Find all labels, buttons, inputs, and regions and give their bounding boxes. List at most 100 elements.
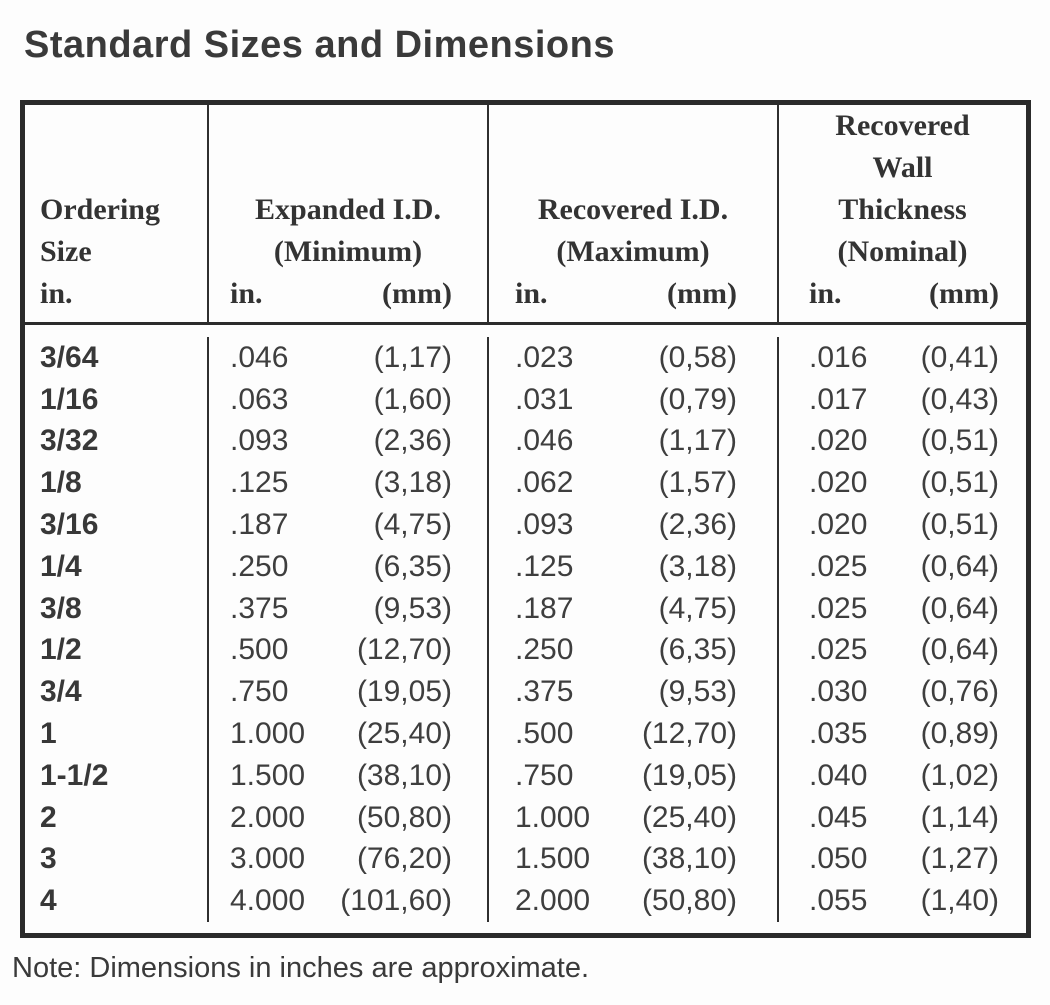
wall-in-value: .030 <box>809 675 868 709</box>
expanded-cell: 3.000 (76,20) <box>209 838 489 881</box>
table-row: 1/16 .063 (1,60) .031 (0,79) .017 (0,43) <box>25 378 1026 421</box>
header-units: in. (mm) <box>779 273 1026 315</box>
ordering-size-value: 1/2 <box>25 629 209 672</box>
table-row: 1-1/2 1.500 (38,10) .750 (19,05) .040 (1,02) <box>25 754 1026 797</box>
expanded-mm-value: (101,60) <box>340 884 452 918</box>
recovered-cell: .187 (4,75) <box>489 587 779 630</box>
header-line: Size <box>40 235 92 268</box>
expanded-mm-value: (12,70) <box>356 633 452 667</box>
header-line: Recovered I.D. <box>537 193 729 226</box>
table-header-row: Ordering Size in. Expanded I.D. (Minimum… <box>25 105 1026 325</box>
footnote: Note: Dimensions in inches are approxima… <box>12 952 590 984</box>
recovered-in-value: 1.500 <box>515 842 591 876</box>
wall-in-value: .040 <box>809 758 868 792</box>
sizes-dimensions-table: Ordering Size in. Expanded I.D. (Minimum… <box>20 100 1031 938</box>
wall-in-value: .016 <box>809 340 868 374</box>
expanded-cell: 1.000 (25,40) <box>209 713 489 755</box>
wall-mm-value: (1,40) <box>920 884 999 918</box>
wall-mm-value: (0,64) <box>920 549 999 583</box>
ordering-size-value: 1/4 <box>25 545 209 588</box>
header-recovered-wall: Recovered Wall Thickness (Nominal) in. (… <box>779 105 1026 323</box>
expanded-cell: .500 (12,70) <box>209 629 489 672</box>
ordering-size-value: 2 <box>25 796 209 839</box>
expanded-in-value: 1.000 <box>230 717 306 751</box>
header-line: Expanded I.D. <box>255 193 441 226</box>
header-line: (Minimum) <box>273 235 423 268</box>
recovered-cell: 1.500 (38,10) <box>489 838 779 881</box>
recovered-in-value: .093 <box>515 508 574 542</box>
table-row: 3/4 .750 (19,05) .375 (9,53) .030 (0,76) <box>25 671 1026 714</box>
expanded-in-value: .093 <box>230 424 289 458</box>
recovered-mm-value: (6,35) <box>658 633 737 667</box>
expanded-cell: .187 (4,75) <box>209 504 489 546</box>
ordering-size-value: 3 <box>25 838 209 881</box>
expanded-mm-value: (1,60) <box>373 382 452 416</box>
header-unit-in: in. <box>515 277 548 310</box>
expanded-cell: .093 (2,36) <box>209 420 489 463</box>
expanded-cell: .250 (6,35) <box>209 545 489 588</box>
recovered-mm-value: (0,58) <box>658 340 737 374</box>
expanded-in-value: .125 <box>230 466 289 500</box>
wall-in-value: .020 <box>809 508 868 542</box>
recovered-mm-value: (1,17) <box>658 424 737 458</box>
wall-cell: .025 (0,64) <box>779 588 1026 630</box>
ordering-size-value: 4 <box>25 880 209 923</box>
wall-in-value: .045 <box>809 800 868 834</box>
wall-mm-value: (0,51) <box>920 466 999 500</box>
expanded-in-value: 4.000 <box>230 884 306 918</box>
expanded-mm-value: (25,40) <box>356 717 452 751</box>
recovered-mm-value: (1,57) <box>658 466 737 500</box>
table-row: 3/64 .046 (1,17) .023 (0,58) .016 (0,41) <box>25 337 1026 379</box>
header-unit-mm: (mm) <box>929 277 999 310</box>
recovered-mm-value: (3,18) <box>658 549 737 583</box>
table-row: 3/8 .375 (9,53) .187 (4,75) .025 (0,64) <box>25 587 1026 630</box>
expanded-in-value: .046 <box>230 340 289 374</box>
table-row: 3/32 .093 (2,36) .046 (1,17) .020 (0,51) <box>25 420 1026 463</box>
ordering-size-value: 3/4 <box>25 671 209 714</box>
expanded-cell: 2.000 (50,80) <box>209 796 489 839</box>
wall-mm-value: (0,89) <box>920 717 999 751</box>
recovered-mm-value: (12,70) <box>641 717 737 751</box>
expanded-in-value: .063 <box>230 382 289 416</box>
expanded-in-value: .375 <box>230 591 289 625</box>
header-line: Thickness <box>838 193 967 226</box>
wall-mm-value: (0,51) <box>920 508 999 542</box>
wall-mm-value: (1,14) <box>920 800 999 834</box>
wall-mm-value: (1,02) <box>920 758 999 792</box>
wall-cell: .055 (1,40) <box>779 880 1026 922</box>
header-recovered-id: Recovered I.D. (Maximum) in. (mm) <box>489 105 779 323</box>
wall-in-value: .017 <box>809 382 868 416</box>
header-line: (Maximum) <box>556 235 710 268</box>
recovered-cell: .250 (6,35) <box>489 629 779 672</box>
wall-cell: .020 (0,51) <box>779 421 1026 463</box>
expanded-cell: .375 (9,53) <box>209 587 489 630</box>
wall-cell: .017 (0,43) <box>779 379 1026 421</box>
wall-cell: .020 (0,51) <box>779 462 1026 504</box>
recovered-in-value: .031 <box>515 382 574 416</box>
expanded-mm-value: (19,05) <box>356 675 452 709</box>
expanded-mm-value: (3,18) <box>373 466 452 500</box>
wall-in-value: .020 <box>809 424 868 458</box>
recovered-in-value: 2.000 <box>515 884 591 918</box>
table-row: 3/16 .187 (4,75) .093 (2,36) .020 (0,51) <box>25 504 1026 546</box>
recovered-mm-value: (19,05) <box>641 758 737 792</box>
ordering-size-value: 3/32 <box>25 420 209 463</box>
header-unit-mm: (mm) <box>667 277 737 310</box>
expanded-mm-value: (38,10) <box>356 758 452 792</box>
header-line: Wall <box>872 151 933 184</box>
recovered-cell: 1.000 (25,40) <box>489 796 779 839</box>
table-row: 1/4 .250 (6,35) .125 (3,18) .025 (0,64) <box>25 545 1026 588</box>
recovered-in-value: .250 <box>515 633 574 667</box>
recovered-cell: .046 (1,17) <box>489 420 779 463</box>
header-unit-mm: (mm) <box>382 277 452 310</box>
recovered-in-value: .500 <box>515 717 574 751</box>
recovered-mm-value: (38,10) <box>641 842 737 876</box>
wall-mm-value: (0,41) <box>920 340 999 374</box>
header-expanded-id: Expanded I.D. (Minimum) in. (mm) <box>209 105 489 323</box>
wall-in-value: .050 <box>809 842 868 876</box>
expanded-mm-value: (1,17) <box>373 340 452 374</box>
expanded-cell: .750 (19,05) <box>209 671 489 714</box>
wall-mm-value: (0,64) <box>920 591 999 625</box>
wall-mm-value: (0,43) <box>920 382 999 416</box>
header-units: in. (mm) <box>209 273 487 315</box>
